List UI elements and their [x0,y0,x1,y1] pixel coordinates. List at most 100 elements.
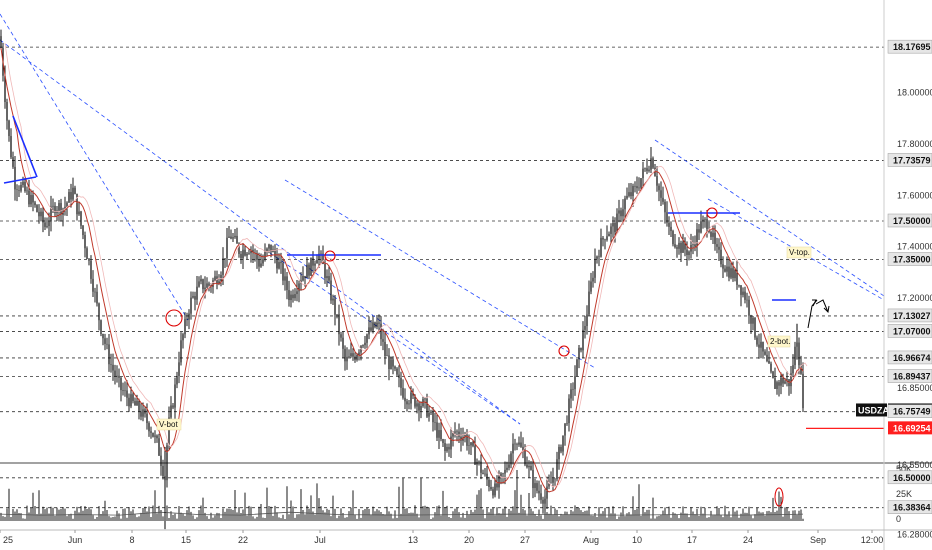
candle-body [572,389,574,390]
candle-body [98,303,100,321]
candle-body [144,409,146,414]
candle-body [112,364,114,371]
candle-body [610,226,612,234]
candle-body [588,291,590,315]
candle-body [430,411,432,413]
candle-body [152,432,154,437]
candle-body [140,411,142,417]
candle-body [124,390,126,392]
candle-body [578,347,580,360]
candle-body [228,236,230,238]
candle-body [596,256,598,259]
candle-body [130,394,132,407]
candle-body [730,268,732,278]
candle-body [264,251,266,260]
candle-body [292,294,294,299]
candle-body [606,236,608,240]
candle-body [194,296,196,300]
time-axis[interactable]: 25 Jun 8 15 22 Jul 13 20 27 Aug 10 17 24 Sep 12:00 [0,529,932,545]
level-price-label: 16.50000 [893,473,931,483]
time-axis-label: Jul [314,535,326,545]
candle-body [464,434,466,438]
candle-body [120,377,122,391]
candle-body [608,233,610,237]
candle-body [644,168,646,169]
candle-body [584,326,586,330]
candle-body [508,464,510,468]
candle-body [636,186,638,189]
annotations: V-bot V-top. 2-bot. [156,246,812,431]
candle-body [438,430,440,438]
candle-body [482,472,484,474]
price-axis-label: 17.40000 [897,242,932,252]
blue-line-0 [12,115,38,178]
candle-body [498,475,500,488]
candle-body [328,276,330,281]
candle-body [586,314,588,327]
red-circle-2 [558,345,570,357]
candle-body [526,464,528,468]
candle-body [720,249,722,265]
candle-body [90,260,92,279]
candle-body [126,390,128,398]
candle-body [8,120,10,137]
candle-body [382,339,384,342]
candle-body [448,446,450,450]
candle-body [320,253,322,255]
candle-body [88,258,90,261]
candle-body [182,334,184,341]
candle-body [676,247,678,249]
candle-body [612,222,614,227]
candle-body [460,436,462,441]
candle-body [16,189,18,191]
candle-body [646,168,648,171]
candle-body [660,190,662,198]
candle-body [76,193,78,215]
candle-body [390,359,392,369]
candle-body [754,317,756,338]
candle-body [546,486,548,499]
candle-body [758,344,760,348]
candle-body [752,317,754,324]
candle-body [696,229,698,247]
candle-body [666,212,668,223]
candle-body [444,443,446,451]
candle-body [520,442,522,447]
price-axis[interactable]: 18.4000018.1769518.0000017.8000017.73579… [856,0,932,550]
candle-body [428,412,430,417]
candle-body [716,244,718,247]
candle-body [618,210,620,214]
candle-body [114,370,116,377]
price-axis-label: 17.80000 [897,139,932,149]
candle-body [250,249,252,254]
candle-body [534,483,536,489]
candle-body [774,378,776,389]
candle-body [340,334,342,338]
candle-body [490,487,492,490]
candle-body [52,205,54,207]
annotation-box [767,335,791,348]
candle-body [178,362,180,376]
candle-body [34,202,36,206]
candle-body [80,211,82,226]
candle-body [106,343,108,345]
candle-body [574,376,576,390]
candle-body [368,327,370,335]
candle-body [560,447,562,452]
price-axis-label: 16.28000 [897,529,932,539]
candle-body [232,237,234,239]
candle-body [344,348,346,362]
candle-body [736,270,738,285]
candle-body [570,389,572,399]
candle-body [236,235,238,244]
candle-body [260,263,262,267]
candle-body [750,315,752,324]
candle-body [360,346,362,353]
candle-body [32,195,34,203]
candle-body [626,195,628,199]
candle-body [402,387,404,398]
candle-body [616,213,618,233]
candle-body [92,278,94,292]
